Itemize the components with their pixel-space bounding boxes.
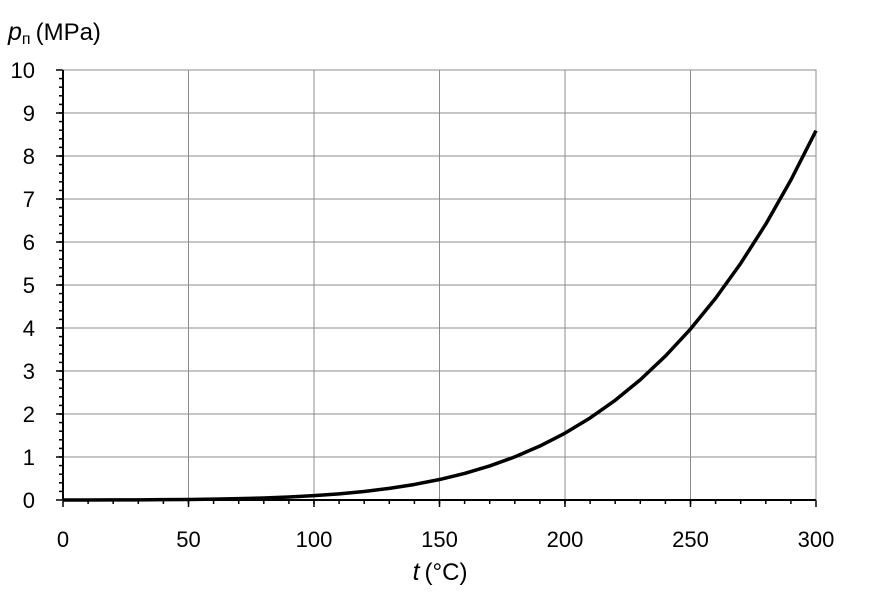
- x-label-symbol: t: [413, 558, 421, 586]
- y-tick-label: 1: [23, 445, 35, 470]
- x-tick-label: 0: [57, 527, 69, 552]
- y-label-unit: (MPa): [36, 19, 101, 46]
- x-tick-label: 50: [176, 527, 200, 552]
- y-axis-label: pп (MPa): [7, 18, 101, 48]
- y-tick-label: 8: [23, 144, 35, 169]
- data-line: [62, 129, 818, 502]
- y-tick-label: 6: [23, 230, 35, 255]
- y-tick-label: 7: [23, 187, 35, 212]
- y-tick-label: 4: [23, 316, 35, 341]
- y-label-subscript: п: [22, 31, 31, 48]
- x-tick-label: 150: [421, 527, 458, 552]
- y-tick-label: 10: [11, 58, 35, 83]
- y-tick-label: 9: [23, 101, 35, 126]
- x-axis-label: t (°C): [413, 558, 468, 586]
- x-tick-label: 300: [798, 527, 835, 552]
- y-tick-label: 0: [23, 488, 35, 513]
- y-tick-label: 3: [23, 359, 35, 384]
- x-label-unit: (°C): [425, 559, 468, 586]
- x-tick-label: 100: [296, 527, 333, 552]
- y-tick-label: 2: [23, 402, 35, 427]
- x-tick-label: 200: [547, 527, 584, 552]
- x-tick-label: 250: [672, 527, 709, 552]
- y-label-symbol: p: [7, 18, 22, 46]
- y-tick-label: 5: [23, 273, 35, 298]
